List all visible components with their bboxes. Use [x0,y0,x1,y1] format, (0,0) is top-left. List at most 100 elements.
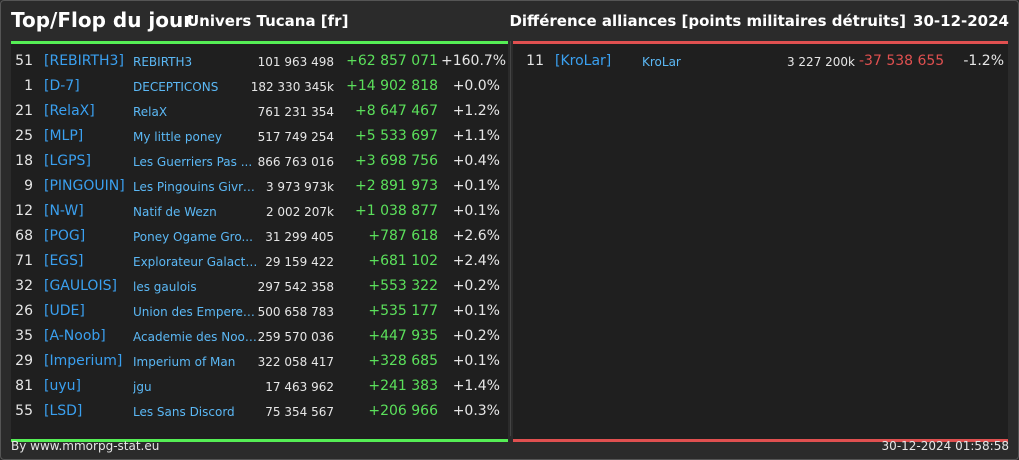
difference-cell: +3 698 756 [355,153,438,169]
top-row: 68 [POG] Poney Ogame Gro... 31 299 405 +787 … [11,223,508,248]
points-cell: 17 463 962 [265,380,334,394]
alliance-tag-link[interactable]: [MLP] [44,128,84,144]
top-row: 32 [GAULOIS] les gaulois 297 542 358 +553 32… [11,273,508,298]
alliance-tag-link[interactable]: [POG] [44,228,86,244]
alliance-tag-link[interactable]: [EGS] [44,253,84,269]
percent-cell: -1.2% [963,53,1004,69]
rank-cell: 26 [15,303,33,319]
top-row: 12 [N-W] Natif de Wezn 2 002 207k +1 038 877… [11,198,508,223]
difference-cell: +241 383 [368,378,438,394]
rank-cell: 18 [15,153,33,169]
alliance-name-link[interactable]: Les Pingouins Givre... [133,180,259,194]
alliance-tag-link[interactable]: [LSD] [44,403,83,419]
top-row: 21 [RelaX] RelaX 761 231 354 +8 647 467 +1.2% [11,98,508,123]
alliance-name-link[interactable]: REBIRTH3 [133,55,193,69]
page-title: Top/Flop du jour [11,8,194,32]
percent-cell: +1.2% [452,103,500,119]
points-cell: 322 058 417 [257,355,334,369]
percent-cell: +160.7% [441,53,507,69]
difference-cell: +14 902 818 [346,78,438,94]
difference-cell: +5 533 697 [355,128,438,144]
top-row: 55 [LSD] Les Sans Discord 75 354 567 +206 96… [11,398,508,423]
difference-cell: +681 102 [368,253,438,269]
alliance-name-link[interactable]: Academie des Noob... [133,330,259,344]
top-row: 35 [A-Noob] Academie des Noob... 259 570 03… [11,323,508,348]
points-cell: 3 227 200k [786,55,855,69]
alliance-name-link[interactable]: Imperium of Man [133,355,236,369]
percent-cell: +0.1% [452,353,500,369]
points-cell: 101 963 498 [257,55,334,69]
rank-cell: 11 [526,53,544,69]
percent-cell: +0.1% [452,303,500,319]
top-row: 71 [EGS] Explorateur Galacti... 29 159 422 +… [11,248,508,273]
points-cell: 866 763 016 [257,155,334,169]
difference-cell: +787 618 [368,228,438,244]
alliance-tag-link[interactable]: [N-W] [44,203,84,219]
points-cell: 182 330 345k [250,80,334,94]
alliance-tag-link[interactable]: [RelaX] [44,103,95,119]
rank-cell: 51 [15,53,33,69]
top-row: 51 [REBIRTH3] REBIRTH3 101 963 498 +62 857 0… [11,48,508,73]
top-panel: 51 [REBIRTH3] REBIRTH3 101 963 498 +62 857 0… [11,41,508,442]
percent-cell: +0.1% [452,178,500,194]
points-cell: 517 749 254 [257,130,334,144]
difference-cell: +62 857 071 [346,53,438,69]
points-cell: 29 159 422 [265,255,334,269]
top-row: 18 [LGPS] Les Guerriers Pas ... 866 763 016… [11,148,508,173]
rank-cell: 68 [15,228,33,244]
panel-divider [510,41,511,436]
rank-cell: 35 [15,328,33,344]
alliance-tag-link[interactable]: [GAULOIS] [44,278,117,294]
alliance-tag-link[interactable]: [REBIRTH3] [44,53,124,69]
top-row: 1 [D-7] DECEPTICONS 182 330 345k +14 902 818… [11,73,508,98]
alliance-name-link[interactable]: DECEPTICONS [133,80,219,94]
percent-cell: +0.1% [452,203,500,219]
rank-cell: 9 [24,178,33,194]
rank-cell: 25 [15,128,33,144]
alliance-tag-link[interactable]: [Imperium] [44,353,123,369]
points-cell: 75 354 567 [265,405,334,419]
rank-cell: 32 [15,278,33,294]
rank-cell: 12 [15,203,33,219]
top-row: 26 [UDE] Union des Empereur... 500 658 783 +… [11,298,508,323]
percent-cell: +0.0% [452,78,500,94]
percent-cell: +2.4% [452,253,500,269]
alliance-tag-link[interactable]: [PINGOUIN] [44,178,125,194]
points-cell: 500 658 783 [257,305,334,319]
rank-cell: 71 [15,253,33,269]
difference-cell: +553 322 [368,278,438,294]
alliance-tag-link[interactable]: [UDE] [44,303,85,319]
alliance-name-link[interactable]: RelaX [133,105,168,119]
points-cell: 259 570 036 [257,330,334,344]
alliance-name-link[interactable]: les gaulois [133,280,197,294]
alliance-name-link[interactable]: Poney Ogame Gro... [133,230,253,244]
points-cell: 297 542 358 [257,280,334,294]
alliance-name-link[interactable]: Union des Empereur... [133,305,259,319]
points-cell: 2 002 207k [265,205,334,219]
header: Top/Flop du jour Univers Tucana [fr] Dif… [1,1,1018,41]
rank-cell: 81 [15,378,33,394]
alliance-name-link[interactable]: Explorateur Galacti... [133,255,259,269]
footer-timestamp: 30-12-2024 01:58:58 [881,439,1009,453]
alliance-tag-link[interactable]: [KroLar] [555,53,612,69]
footer-source-link[interactable]: By www.mmorpg-stat.eu [11,439,160,453]
difference-cell: +2 891 973 [355,178,438,194]
alliance-name-link[interactable]: Natif de Wezn [133,205,217,219]
alliance-tag-link[interactable]: [uyu] [44,378,81,394]
points-cell: 31 299 405 [265,230,334,244]
rank-cell: 55 [15,403,33,419]
percent-cell: +0.4% [452,153,500,169]
alliance-tag-link[interactable]: [D-7] [44,78,80,94]
difference-cell: +447 935 [368,328,438,344]
alliance-tag-link[interactable]: [LGPS] [44,153,91,169]
alliance-name-link[interactable]: jgu [133,380,152,394]
rank-cell: 1 [24,78,33,94]
alliance-name-link[interactable]: My little poney [133,130,222,144]
percent-cell: +2.6% [452,228,500,244]
alliance-tag-link[interactable]: [A-Noob] [44,328,106,344]
top-row: 9 [PINGOUIN] Les Pingouins Givre... 3 973 9… [11,173,508,198]
alliance-name-link[interactable]: Les Sans Discord [133,405,235,419]
alliance-name-link[interactable]: Les Guerriers Pas ... [133,155,253,169]
alliance-name-link[interactable]: KroLar [642,55,681,69]
